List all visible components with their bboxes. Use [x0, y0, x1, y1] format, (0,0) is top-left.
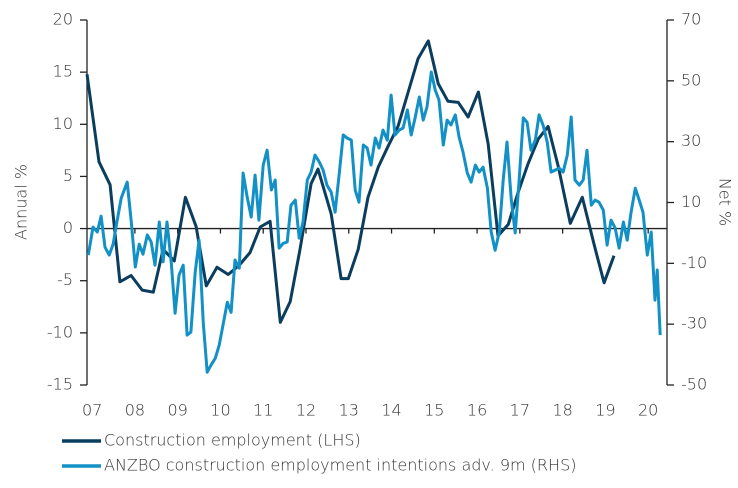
x-tick-label: 09 — [167, 401, 187, 420]
y2-axis-label: Net % — [716, 178, 735, 226]
y2-tick-label: -10 — [681, 253, 707, 272]
y-axis-label: Annual % — [12, 164, 31, 240]
y2-tick-label: 30 — [681, 131, 701, 150]
y-tick-label: -15 — [47, 375, 73, 394]
y2-tick-label: 10 — [681, 192, 701, 211]
x-tick-label: 07 — [82, 401, 102, 420]
y-tick-label: -5 — [57, 270, 73, 289]
y-tick-label: 20 — [53, 10, 73, 29]
x-tick-label: 11 — [253, 401, 273, 420]
x-tick-label: 18 — [552, 401, 572, 420]
y2-tick-label: -30 — [681, 314, 707, 333]
y2-tick-label: 50 — [681, 70, 701, 89]
legend-label: Construction employment (LHS) — [104, 431, 361, 450]
y-tick-label: 15 — [53, 62, 73, 81]
legend-label: ANZBO construction employment intentions… — [104, 456, 576, 475]
x-tick-label: 19 — [595, 401, 615, 420]
x-tick-label: 14 — [381, 401, 401, 420]
x-tick-label: 17 — [510, 401, 530, 420]
y-tick-label: 0 — [63, 218, 73, 237]
y2-tick-label: -50 — [681, 375, 707, 394]
series-line — [86, 70, 662, 374]
x-tick-label: 15 — [424, 401, 444, 420]
y-tick-label: 10 — [53, 114, 73, 133]
x-tick-label: 13 — [339, 401, 359, 420]
series-line — [85, 39, 616, 324]
y-tick-label: 5 — [63, 166, 73, 185]
x-tick-label: 08 — [125, 401, 145, 420]
x-tick-label: 12 — [296, 401, 316, 420]
y2-tick-label: 70 — [681, 10, 701, 29]
x-tick-label: 10 — [210, 401, 230, 420]
x-tick-label: 16 — [467, 401, 487, 420]
x-tick-label: 20 — [638, 401, 658, 420]
y-tick-label: -10 — [47, 322, 73, 341]
